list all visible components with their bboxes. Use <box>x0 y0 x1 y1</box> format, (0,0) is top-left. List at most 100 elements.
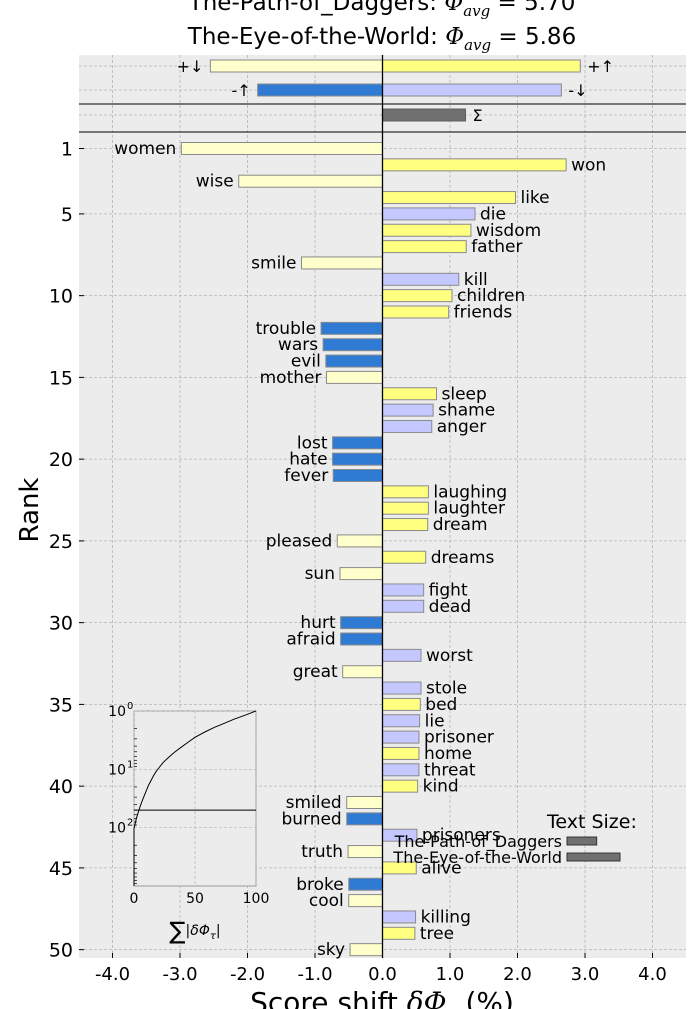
x-axis-ticks: -4.0 -3.0 -2.0 -1.0 0.0 1.0 2.0 3.0 4.0 <box>95 953 667 985</box>
x-axis-label: Score shift δΦτ (%) <box>250 986 514 1009</box>
word-label: sun <box>305 564 335 584</box>
word-bar <box>180 142 383 155</box>
word-label: smile <box>251 253 296 273</box>
word-label: children <box>457 286 525 306</box>
word-label: hurt <box>300 613 336 633</box>
inset-cumulative-curve <box>133 710 257 886</box>
y-tick-label: 5 <box>61 204 73 226</box>
word-label: die <box>480 204 506 224</box>
word-bar <box>382 485 429 499</box>
word-bar <box>325 354 383 368</box>
word-bar <box>382 583 425 597</box>
word-label: sleep <box>442 384 487 404</box>
inset-y-tick-label: 10 <box>108 762 126 778</box>
word-label: truth <box>301 842 343 862</box>
y-tick-label: 15 <box>49 367 73 389</box>
text-size-label: The-Eye-of-the-World <box>392 848 562 867</box>
inset-y-tick-label: 10 <box>108 821 126 837</box>
word-bar <box>382 305 450 319</box>
word-bar <box>320 321 384 335</box>
word-bar <box>347 845 384 859</box>
word-bar <box>348 877 383 891</box>
word-bar <box>332 452 383 466</box>
word-bar <box>339 567 384 581</box>
y-tick-label: 20 <box>49 449 73 471</box>
word-label: alive <box>421 858 461 878</box>
word-label: prisoners <box>422 826 501 846</box>
word-label: shame <box>438 401 495 421</box>
summary-label: +↓ <box>177 57 204 76</box>
inset-y-tick-exponent: 1 <box>127 759 133 770</box>
word-label: killing <box>421 907 471 927</box>
word-bar <box>382 207 476 221</box>
word-label: smiled <box>286 793 342 813</box>
word-bar <box>382 550 427 564</box>
word-bar <box>382 272 460 286</box>
word-bar <box>342 665 383 679</box>
inset-y-tick-label: 10 <box>108 704 126 720</box>
word-bar <box>382 240 467 254</box>
text-size-label: The-Path-of_Daggers <box>394 832 562 852</box>
word-bar <box>332 469 384 482</box>
word-bar <box>301 256 383 270</box>
summary-bar <box>257 83 383 97</box>
summary-bar <box>382 108 467 122</box>
word-label: fight <box>429 580 468 600</box>
y-tick-label: 30 <box>49 613 73 635</box>
word-label: wars <box>278 335 318 355</box>
word-bar <box>382 387 437 401</box>
word-bar <box>336 534 383 548</box>
word-label: evil <box>291 352 321 372</box>
y-tick-label: 1 <box>61 139 73 161</box>
word-bar <box>322 338 384 352</box>
text-size-bar <box>566 836 598 846</box>
inset-x-tick-label: 50 <box>186 891 204 907</box>
y-tick-label: 35 <box>49 694 73 716</box>
x-tick-label: 4.0 <box>638 964 667 985</box>
word-bar <box>382 419 433 433</box>
text-size-title: Text Size: <box>546 811 637 833</box>
word-label: worst <box>426 646 473 666</box>
word-bar <box>382 779 419 793</box>
word-label: dream <box>433 515 488 535</box>
x-tick-label: -1.0 <box>297 964 332 985</box>
word-label: trouble <box>256 319 316 339</box>
word-label: lost <box>297 433 328 453</box>
inset-x-tick-label: 0 <box>130 891 139 907</box>
word-bar <box>382 648 422 662</box>
summary-bar <box>209 59 383 73</box>
summary-label: -↑ <box>231 81 250 100</box>
word-bar <box>382 697 421 711</box>
x-tick-label: 0.0 <box>368 964 397 985</box>
inset-x-label: ∑|δΦτ| <box>169 917 220 945</box>
word-label: laughter <box>433 499 505 519</box>
y-tick-label: 45 <box>49 858 73 880</box>
word-label: sky <box>317 940 345 960</box>
word-label: prisoner <box>424 728 494 748</box>
summary-label: +↑ <box>587 57 614 76</box>
word-label: burned <box>281 809 341 829</box>
word-label: laughing <box>433 482 507 502</box>
x-tick-label: 3.0 <box>571 964 600 985</box>
word-bar <box>382 518 429 532</box>
x-tick-label: -4.0 <box>95 964 130 985</box>
word-label: threat <box>424 760 476 780</box>
text-size-bar <box>566 852 621 862</box>
chart-title-line-2: The-Eye-of-the-World: Φavg = 5.86 <box>187 24 576 54</box>
word-label: fever <box>284 466 328 486</box>
word-label: like <box>520 188 549 208</box>
word-label: kind <box>423 777 459 797</box>
summary-label: -↓ <box>568 81 587 100</box>
word-label: dreams <box>431 548 495 568</box>
word-bar <box>238 174 383 188</box>
word-bar <box>382 910 417 924</box>
word-bar <box>349 943 384 957</box>
summary-bars: +↓ +↑ -↑ -↓ Σ <box>177 57 615 125</box>
word-label: lie <box>425 711 445 731</box>
word-label: hate <box>289 450 327 470</box>
y-axis-label: Rank <box>15 478 45 543</box>
y-tick-label: 25 <box>49 531 73 553</box>
word-bar <box>382 501 429 515</box>
